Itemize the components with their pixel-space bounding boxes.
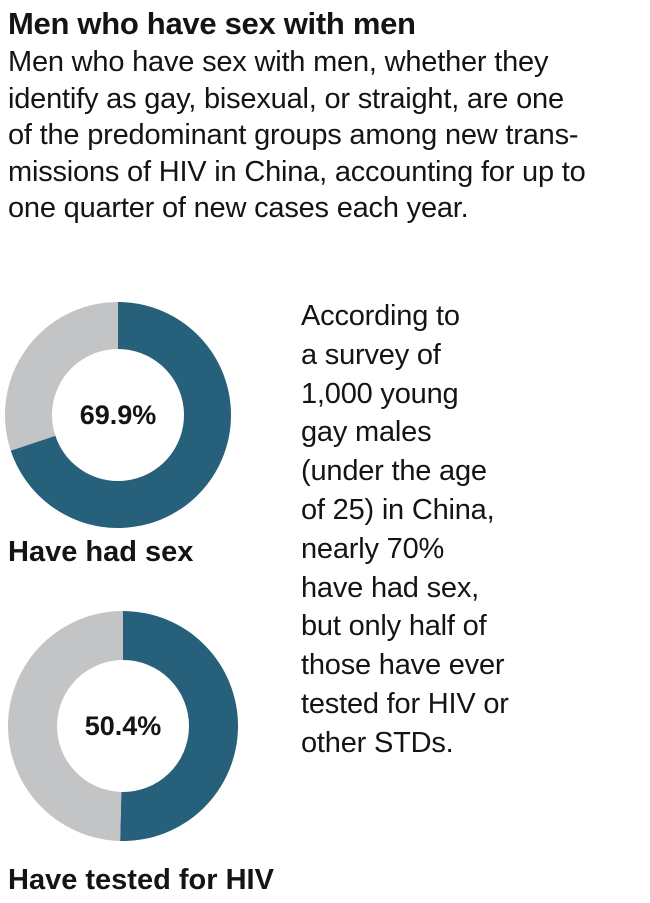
survey-note-line: (under the age bbox=[301, 455, 487, 488]
intro-line: of the predominant groups among new tran… bbox=[8, 119, 579, 151]
survey-note-line: a survey of bbox=[301, 338, 441, 371]
donut-chart-had-sex: 69.9% bbox=[0, 298, 236, 534]
survey-note-line: tested for HIV or bbox=[301, 687, 509, 720]
survey-note-line: According to bbox=[301, 300, 460, 332]
intro-line: Men who have sex with men, whether they bbox=[8, 46, 549, 78]
survey-note-line: other STDs. bbox=[301, 726, 454, 759]
survey-note-line: have had sex, bbox=[301, 571, 479, 604]
donut-chart-had-sex-svg: 69.9% bbox=[5, 302, 232, 528]
intro-line: identify as gay, bisexual, or straight, … bbox=[8, 82, 564, 115]
headline: Men who have sex with men bbox=[8, 6, 416, 41]
donut-slice-tested-hiv bbox=[120, 611, 239, 841]
survey-note: According to a survey of 1,000 young gay… bbox=[301, 297, 509, 763]
donut-value-label: 50.4% bbox=[85, 711, 162, 741]
survey-note-line: those have ever bbox=[301, 649, 505, 682]
intro-line: missions of HIV in China, accounting for… bbox=[8, 155, 586, 188]
intro-line: one quarter of new cases each year. bbox=[8, 192, 469, 224]
survey-note-line: gay males bbox=[301, 416, 432, 449]
intro-paragraph: Men who have sex with men, whether they … bbox=[8, 44, 644, 227]
donut-chart-tested-hiv-svg: 50.4% bbox=[8, 611, 239, 841]
chart-label-tested-hiv: Have tested for HIV bbox=[8, 864, 274, 896]
survey-note-line: nearly 70% bbox=[301, 532, 445, 565]
survey-note-line: of 25) in China, bbox=[301, 493, 495, 526]
donut-slice-remainder bbox=[5, 302, 118, 451]
donut-slice-remainder bbox=[8, 611, 123, 841]
donut-chart-tested-hiv: 50.4% bbox=[0, 610, 240, 846]
survey-note-line: but only half of bbox=[301, 610, 487, 643]
donut-value-label: 69.9% bbox=[80, 400, 157, 430]
donut-slice-had-sex bbox=[10, 302, 232, 528]
chart-label-had-sex: Have had sex bbox=[8, 536, 194, 568]
survey-note-line: 1,000 young bbox=[301, 377, 459, 410]
